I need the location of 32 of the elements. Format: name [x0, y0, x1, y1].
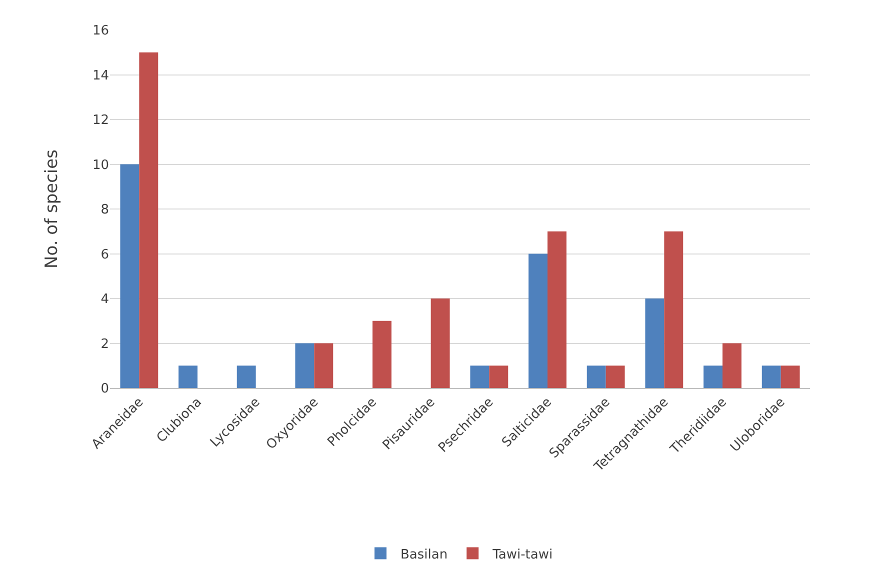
bar — [120, 164, 140, 388]
bar — [528, 254, 548, 388]
y-tick-label: 14 — [92, 68, 109, 84]
bar — [722, 343, 742, 388]
bar — [586, 366, 606, 388]
bar — [780, 366, 800, 388]
bar — [664, 231, 684, 388]
bar — [470, 366, 490, 388]
bar — [645, 298, 664, 388]
bar — [762, 366, 781, 388]
y-tick-label: 4 — [100, 292, 109, 308]
y-tick-label: 6 — [100, 247, 109, 262]
bar — [236, 366, 256, 388]
bar — [295, 343, 314, 388]
bar — [178, 366, 198, 388]
y-tick-label: 16 — [92, 24, 109, 39]
bar — [430, 298, 450, 388]
bar — [139, 52, 158, 388]
y-tick-label: 0 — [100, 382, 109, 397]
bar — [606, 366, 625, 388]
bar — [548, 231, 566, 388]
y-tick-label: 10 — [92, 158, 109, 173]
y-tick-label: 8 — [100, 202, 109, 218]
bar — [314, 343, 334, 388]
bar — [489, 366, 508, 388]
y-tick-label: 2 — [100, 336, 109, 352]
legend-label: Basilan — [400, 547, 448, 562]
y-axis-title: No. of species — [42, 149, 62, 268]
y-tick-label: 12 — [92, 113, 109, 128]
legend-label: Tawi-tawi — [492, 547, 553, 562]
bar — [704, 366, 722, 388]
bar — [372, 320, 392, 388]
